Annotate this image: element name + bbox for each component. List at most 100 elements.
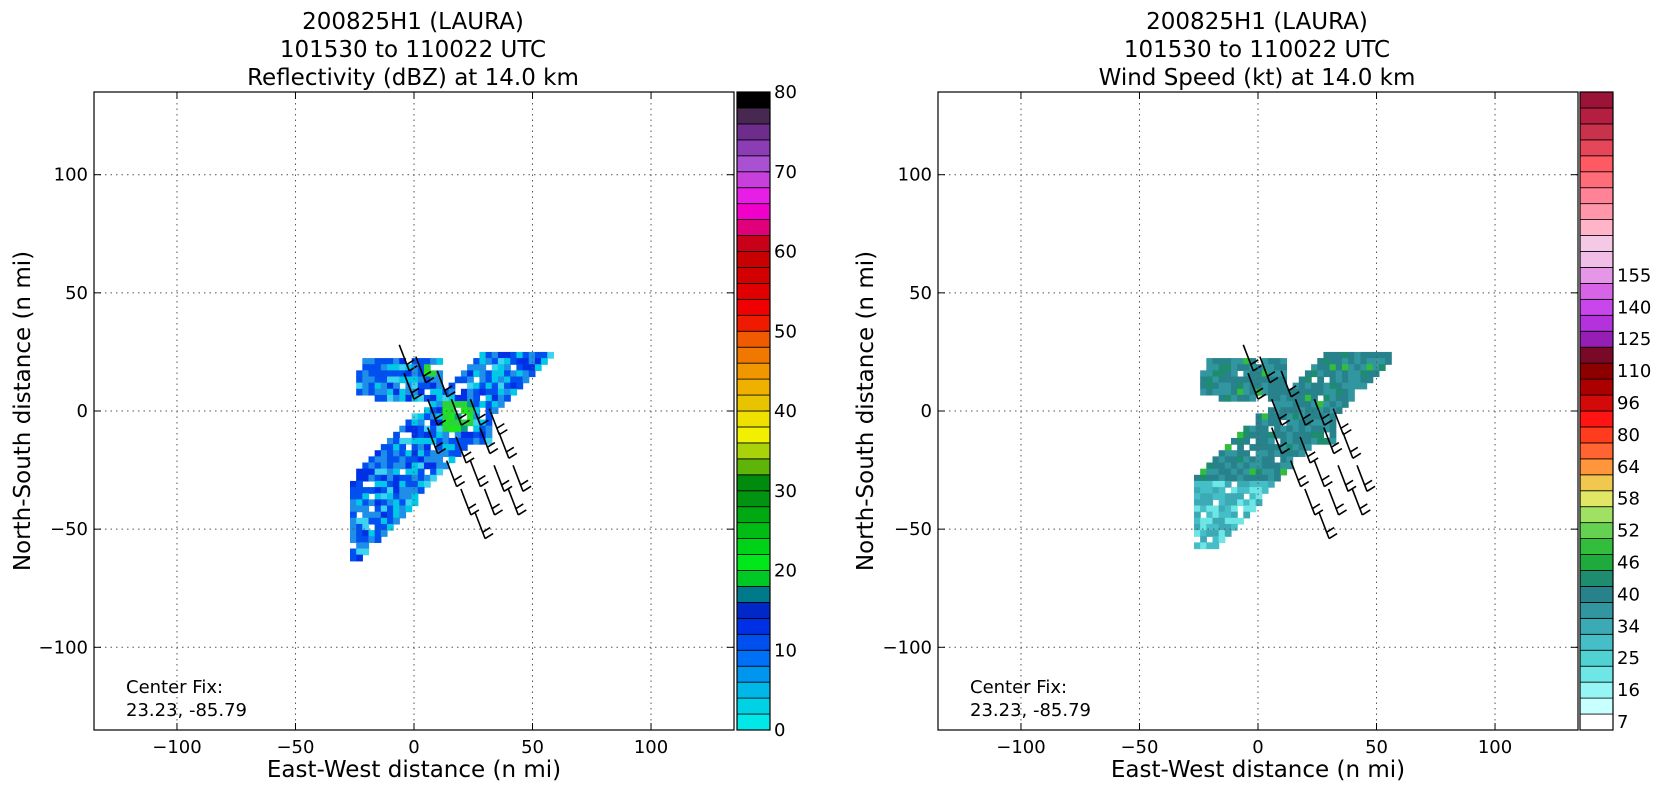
colorbar-tick-label: 70 [774, 162, 797, 183]
data-cell [1304, 394, 1312, 402]
wind-barb [1351, 488, 1371, 516]
data-cell [374, 530, 382, 537]
data-cell [374, 474, 382, 482]
x-tick-label: 50 [1365, 737, 1388, 758]
colorbar-tick-label: 7 [1617, 712, 1628, 733]
data-cell [1224, 456, 1232, 464]
wind-barb [1247, 372, 1267, 400]
data-cell [467, 419, 474, 427]
x-tick-label: −50 [1120, 737, 1158, 758]
colorbar-bin [736, 602, 771, 619]
colorbar-bin [736, 107, 771, 125]
data-cell [473, 407, 481, 414]
data-cell [1274, 394, 1281, 402]
data-cell [430, 401, 437, 408]
data-cell [1261, 413, 1269, 421]
data-cell [1292, 413, 1300, 421]
data-cell [423, 413, 431, 421]
data-cell [1224, 511, 1232, 519]
data-cell [1311, 407, 1318, 414]
data-cell [411, 437, 419, 445]
data-cell [399, 358, 407, 365]
data-cell [1230, 437, 1238, 445]
data-cell [362, 487, 370, 494]
data-cell [386, 358, 394, 365]
data-cell [1261, 450, 1269, 457]
data-cell [362, 462, 370, 470]
data-cell [1255, 487, 1263, 494]
colorbar-bin [736, 378, 771, 396]
data-cell [386, 505, 394, 513]
data-cell [380, 444, 388, 451]
data-cell [423, 437, 431, 445]
data-cell [368, 376, 376, 384]
data-cell [1323, 364, 1331, 371]
data-cell [1255, 413, 1263, 421]
y-tick-label: 0 [921, 401, 932, 422]
colorbar-bin [1579, 474, 1614, 492]
data-cell [399, 437, 407, 445]
data-cell [1200, 505, 1207, 513]
data-cell [1206, 382, 1214, 390]
data-cell [1243, 376, 1251, 384]
data-cell [473, 364, 481, 371]
data-cell [374, 468, 382, 476]
data-cell [1224, 517, 1232, 525]
data-cell [473, 401, 481, 408]
data-cell [1243, 505, 1251, 513]
data-cell [1230, 364, 1238, 371]
colorbar-bin [736, 681, 771, 699]
data-cell [1267, 437, 1275, 445]
x-tick-label: −50 [276, 737, 314, 758]
data-cell [1317, 370, 1325, 378]
data-cell [1249, 499, 1257, 507]
data-cell [1224, 450, 1232, 457]
data-cell [1237, 462, 1244, 470]
data-cell [516, 364, 524, 371]
data-cell [467, 401, 474, 408]
data-cell [368, 388, 376, 396]
data-cell [405, 388, 413, 396]
data-cell [1212, 376, 1220, 384]
data-cell [411, 376, 419, 384]
colorbar: 0 10 20 30 40 50 60 70 80 [736, 82, 797, 741]
data-cell [1286, 407, 1294, 414]
data-cell [393, 364, 400, 371]
data-cell [1311, 401, 1318, 408]
data-cell [436, 388, 444, 396]
data-cell [1206, 388, 1214, 396]
data-cell [380, 499, 388, 507]
data-cell [1243, 388, 1251, 396]
data-cell [411, 358, 419, 365]
data-cell [436, 462, 444, 470]
data-cell [380, 530, 388, 537]
data-cell [448, 419, 456, 427]
wind-barb [479, 427, 499, 455]
data-cell [1323, 382, 1331, 390]
colorbar-tick-label: 125 [1617, 329, 1651, 350]
data-cell [411, 431, 419, 439]
colorbar-tick-label: 34 [1617, 616, 1640, 637]
data-cell [393, 480, 400, 488]
data-cell [1329, 437, 1337, 445]
data-cell [1292, 388, 1300, 396]
data-cell [1280, 401, 1288, 408]
data-cell [1323, 370, 1331, 378]
colorbar-bin [1579, 410, 1614, 428]
data-cell [1274, 419, 1281, 427]
data-cell [362, 388, 370, 396]
colorbar-bin [1579, 665, 1614, 683]
data-cell [1341, 401, 1349, 408]
wind-barb [1313, 398, 1333, 426]
data-cell [1237, 388, 1244, 396]
data-cell [362, 530, 370, 537]
data-cell [1280, 407, 1288, 414]
data-cell [1230, 358, 1238, 365]
data-cell [399, 425, 407, 433]
data-cell [1267, 388, 1275, 396]
data-cell [516, 351, 524, 359]
data-cell [399, 505, 407, 513]
data-cell [1249, 388, 1257, 396]
data-cell [1237, 474, 1244, 482]
data-cell [1237, 487, 1244, 494]
